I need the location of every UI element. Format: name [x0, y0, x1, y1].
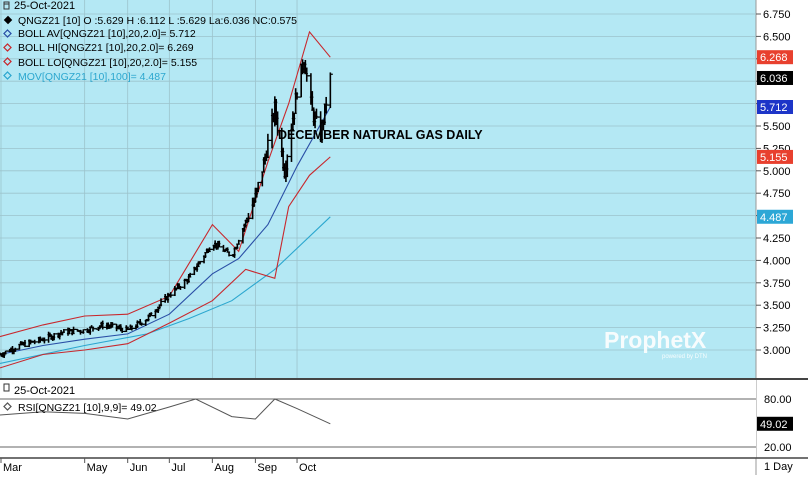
- series-line-boll-av: [0, 106, 331, 356]
- badge-mov100-label: 4.487: [760, 212, 788, 224]
- x-tick-label: Sep: [257, 462, 277, 474]
- series-line-mov100: [0, 216, 331, 364]
- badge-boll-lo-label: 5.155: [760, 152, 788, 164]
- x-tick-label: Jul: [171, 462, 185, 474]
- tiny-icon: [3, 1, 10, 10]
- watermark-tagline: powered by DTN: [662, 354, 707, 360]
- rsi-date: 25-Oct-2021: [14, 385, 75, 397]
- rsi-label: RSI[QNGZ21 [10],9,9]= 49.02: [18, 402, 157, 414]
- marker-diamond-mov: [3, 71, 12, 80]
- series-layer: [0, 30, 331, 425]
- badge-boll-av-label: 5.712: [760, 102, 788, 114]
- y-tick-label: 5.500: [763, 121, 791, 133]
- marker-diamond-av: [3, 29, 12, 38]
- y-tick-label: 6.750: [763, 9, 791, 21]
- marker-diamond-rsi: [3, 402, 12, 411]
- interval-label: 1 Day: [764, 461, 793, 473]
- y-tick-label: 3.000: [763, 345, 791, 357]
- plot-background: [0, 0, 756, 378]
- x-tick-label: Aug: [214, 462, 234, 474]
- rsi-panel: [0, 380, 756, 458]
- header-boll-hi: BOLL HI[QNGZ21 [10],20,2.0]= 6.269: [18, 42, 194, 54]
- badge-boll-hi: [757, 50, 793, 65]
- rsi-tick-label: 80.00: [764, 394, 792, 406]
- series-line-boll-hi: [0, 30, 331, 338]
- badge-rsi-label: 49.02: [760, 419, 788, 431]
- marker-diamond-hi: [3, 43, 12, 52]
- x-tick-label: Oct: [299, 462, 316, 474]
- chart-title: DECEMBER NATURAL GAS DAILY: [278, 128, 483, 142]
- header-mov: MOV[QNGZ21 [10],100]= 4.487: [18, 71, 166, 83]
- x-tick-label: Mar: [3, 462, 22, 474]
- badge-boll-hi-label: 6.268: [760, 52, 788, 64]
- y-tick-label: 6.500: [763, 31, 791, 43]
- x-tick-label: May: [87, 462, 108, 474]
- header-quote: QNGZ21 [10] O :5.629 H :6.112 L :5.629 L…: [18, 15, 297, 27]
- y-tick-label: 4.000: [763, 255, 791, 267]
- watermark-brand: ProphetX: [604, 327, 707, 353]
- badge-last-label: 6.036: [760, 73, 788, 85]
- y-tick-label: 4.250: [763, 233, 791, 245]
- header-boll-lo: BOLL LO[QNGZ21 [10],20,2.0]= 5.155: [18, 57, 197, 69]
- rsi-tick-label: 20.00: [764, 442, 792, 454]
- ohlc-bars: [0, 59, 333, 358]
- x-tick-label: Jun: [130, 462, 148, 474]
- badge-boll-av: [757, 100, 793, 115]
- marker-diamond-lo: [3, 57, 12, 66]
- ohlc-bar: [327, 72, 333, 109]
- badge-rsi: [757, 416, 793, 431]
- y-tick-label: 3.750: [763, 278, 791, 290]
- tiny-icon-lower: [3, 383, 10, 392]
- header-boll-av: BOLL AV[QNGZ21 [10],20,2.0]= 5.712: [18, 28, 196, 40]
- badge-mov100: [757, 209, 793, 224]
- badge-last: [757, 70, 793, 85]
- watermark: ProphetX powered by DTN: [604, 327, 707, 360]
- y-tick-label: 4.750: [763, 188, 791, 200]
- y-tick-label: 3.250: [763, 323, 791, 335]
- series-line-boll-lo: [0, 156, 331, 369]
- y-tick-label: 3.500: [763, 300, 791, 312]
- header-date: 25-Oct-2021: [14, 0, 75, 12]
- rsi-line: [0, 398, 331, 425]
- y-tick-label: 5.000: [763, 166, 791, 178]
- badge-boll-lo: [757, 149, 793, 164]
